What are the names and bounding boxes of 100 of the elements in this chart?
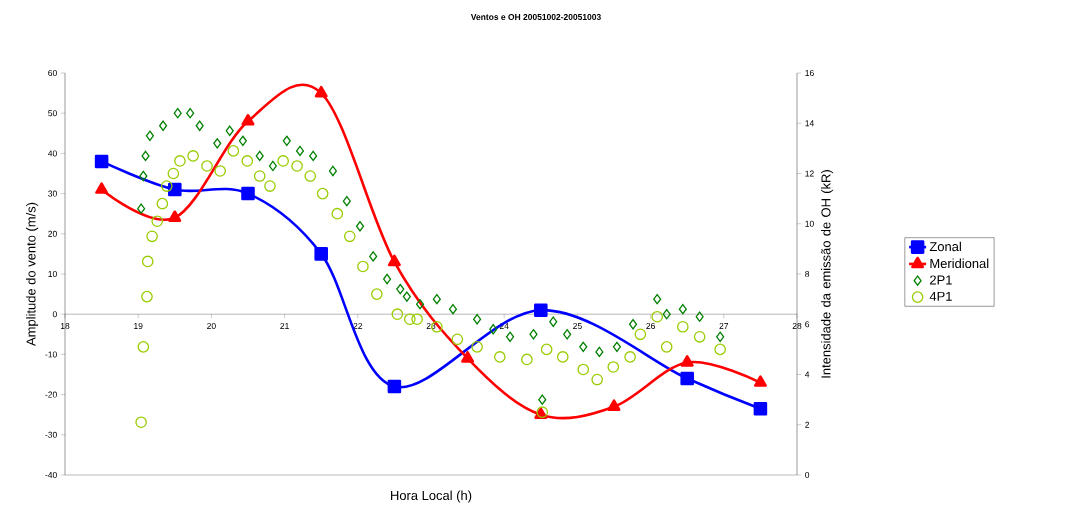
point: [538, 394, 547, 405]
y-tick-label: -30: [45, 431, 57, 438]
point: [314, 247, 328, 261]
point: [607, 399, 621, 411]
point: [241, 155, 254, 167]
point: [411, 313, 423, 326]
point: [680, 371, 694, 386]
point: [195, 120, 204, 131]
point: [331, 207, 344, 220]
point: [255, 150, 264, 162]
point: [680, 355, 694, 367]
y-tick-label: 50: [48, 110, 57, 117]
point: [159, 120, 168, 131]
point: [387, 379, 402, 394]
x-tick-label: 26: [646, 322, 655, 329]
legend-label: Meridional: [930, 258, 989, 269]
point: [660, 341, 673, 353]
y2-tick-label: 10: [805, 220, 814, 227]
point: [432, 293, 441, 305]
point: [95, 182, 109, 194]
point: [186, 107, 195, 119]
y2-tick-label: 8: [805, 271, 810, 277]
point: [695, 311, 704, 322]
y-tick-label: 40: [48, 150, 57, 157]
point: [304, 170, 317, 182]
y2-tick-label: 0: [805, 472, 810, 478]
point: [556, 351, 569, 363]
y-axis-title: Amplitude do vento (m/s): [26, 202, 39, 346]
point: [651, 310, 664, 323]
point: [291, 160, 303, 172]
y2-tick-label: 14: [805, 120, 814, 127]
legend-label: 4P1: [929, 291, 952, 301]
point: [167, 167, 180, 180]
point: [309, 150, 318, 162]
point: [141, 150, 150, 162]
point: [591, 373, 603, 386]
y-tick-label: 60: [48, 70, 57, 76]
chart-title: Ventos e OH 20051002-20051003: [470, 14, 601, 20]
point: [343, 230, 356, 243]
point: [225, 125, 234, 137]
x-tick-label: 18: [60, 322, 70, 329]
point: [461, 351, 475, 363]
point: [402, 291, 411, 302]
x-tick-label: 21: [280, 322, 289, 329]
y-tick-label: -20: [45, 391, 57, 398]
point: [168, 182, 182, 197]
point: [173, 107, 182, 119]
point: [676, 320, 689, 333]
legend-label: 2P1: [930, 275, 952, 285]
point: [174, 155, 186, 167]
point: [295, 145, 305, 157]
point: [187, 150, 199, 162]
point: [714, 343, 726, 356]
point: [141, 290, 153, 303]
point: [369, 251, 378, 262]
point: [316, 187, 329, 200]
point: [264, 180, 276, 192]
point: [753, 401, 768, 416]
point: [145, 130, 154, 142]
point: [371, 288, 383, 300]
point: [137, 341, 150, 353]
point: [448, 303, 458, 315]
point: [94, 154, 109, 169]
point: [662, 308, 671, 320]
point: [534, 303, 548, 317]
point: [634, 328, 647, 341]
y2-tick-label: 12: [805, 170, 814, 177]
point: [678, 303, 687, 315]
point: [716, 331, 725, 343]
y2-tick-label: 2: [805, 421, 810, 428]
point: [505, 331, 515, 343]
x-tick-label: 19: [134, 322, 143, 329]
point: [391, 308, 404, 321]
point: [529, 329, 538, 340]
point: [521, 353, 533, 366]
y-tick-label: 10: [48, 271, 57, 277]
point: [628, 319, 638, 330]
point: [213, 138, 222, 149]
point: [396, 283, 405, 295]
point: [268, 160, 277, 172]
x-axis-title: Hora Local (h): [391, 490, 472, 503]
point: [241, 113, 255, 126]
point: [156, 197, 169, 210]
point: [314, 85, 328, 98]
point: [141, 255, 154, 268]
x-tick-label: 28: [792, 322, 802, 329]
legend-label: Zonal: [929, 241, 961, 252]
point: [415, 298, 425, 310]
point: [577, 363, 590, 376]
y2-tick-label: 4: [804, 371, 810, 378]
point: [403, 313, 416, 326]
point: [357, 260, 369, 273]
y-tick-label: 0: [52, 311, 57, 318]
point: [563, 329, 572, 340]
x-tick-label: 22: [353, 322, 363, 329]
point: [753, 375, 767, 387]
point: [160, 180, 173, 192]
point: [282, 135, 291, 147]
point: [624, 351, 636, 363]
point: [253, 170, 266, 182]
